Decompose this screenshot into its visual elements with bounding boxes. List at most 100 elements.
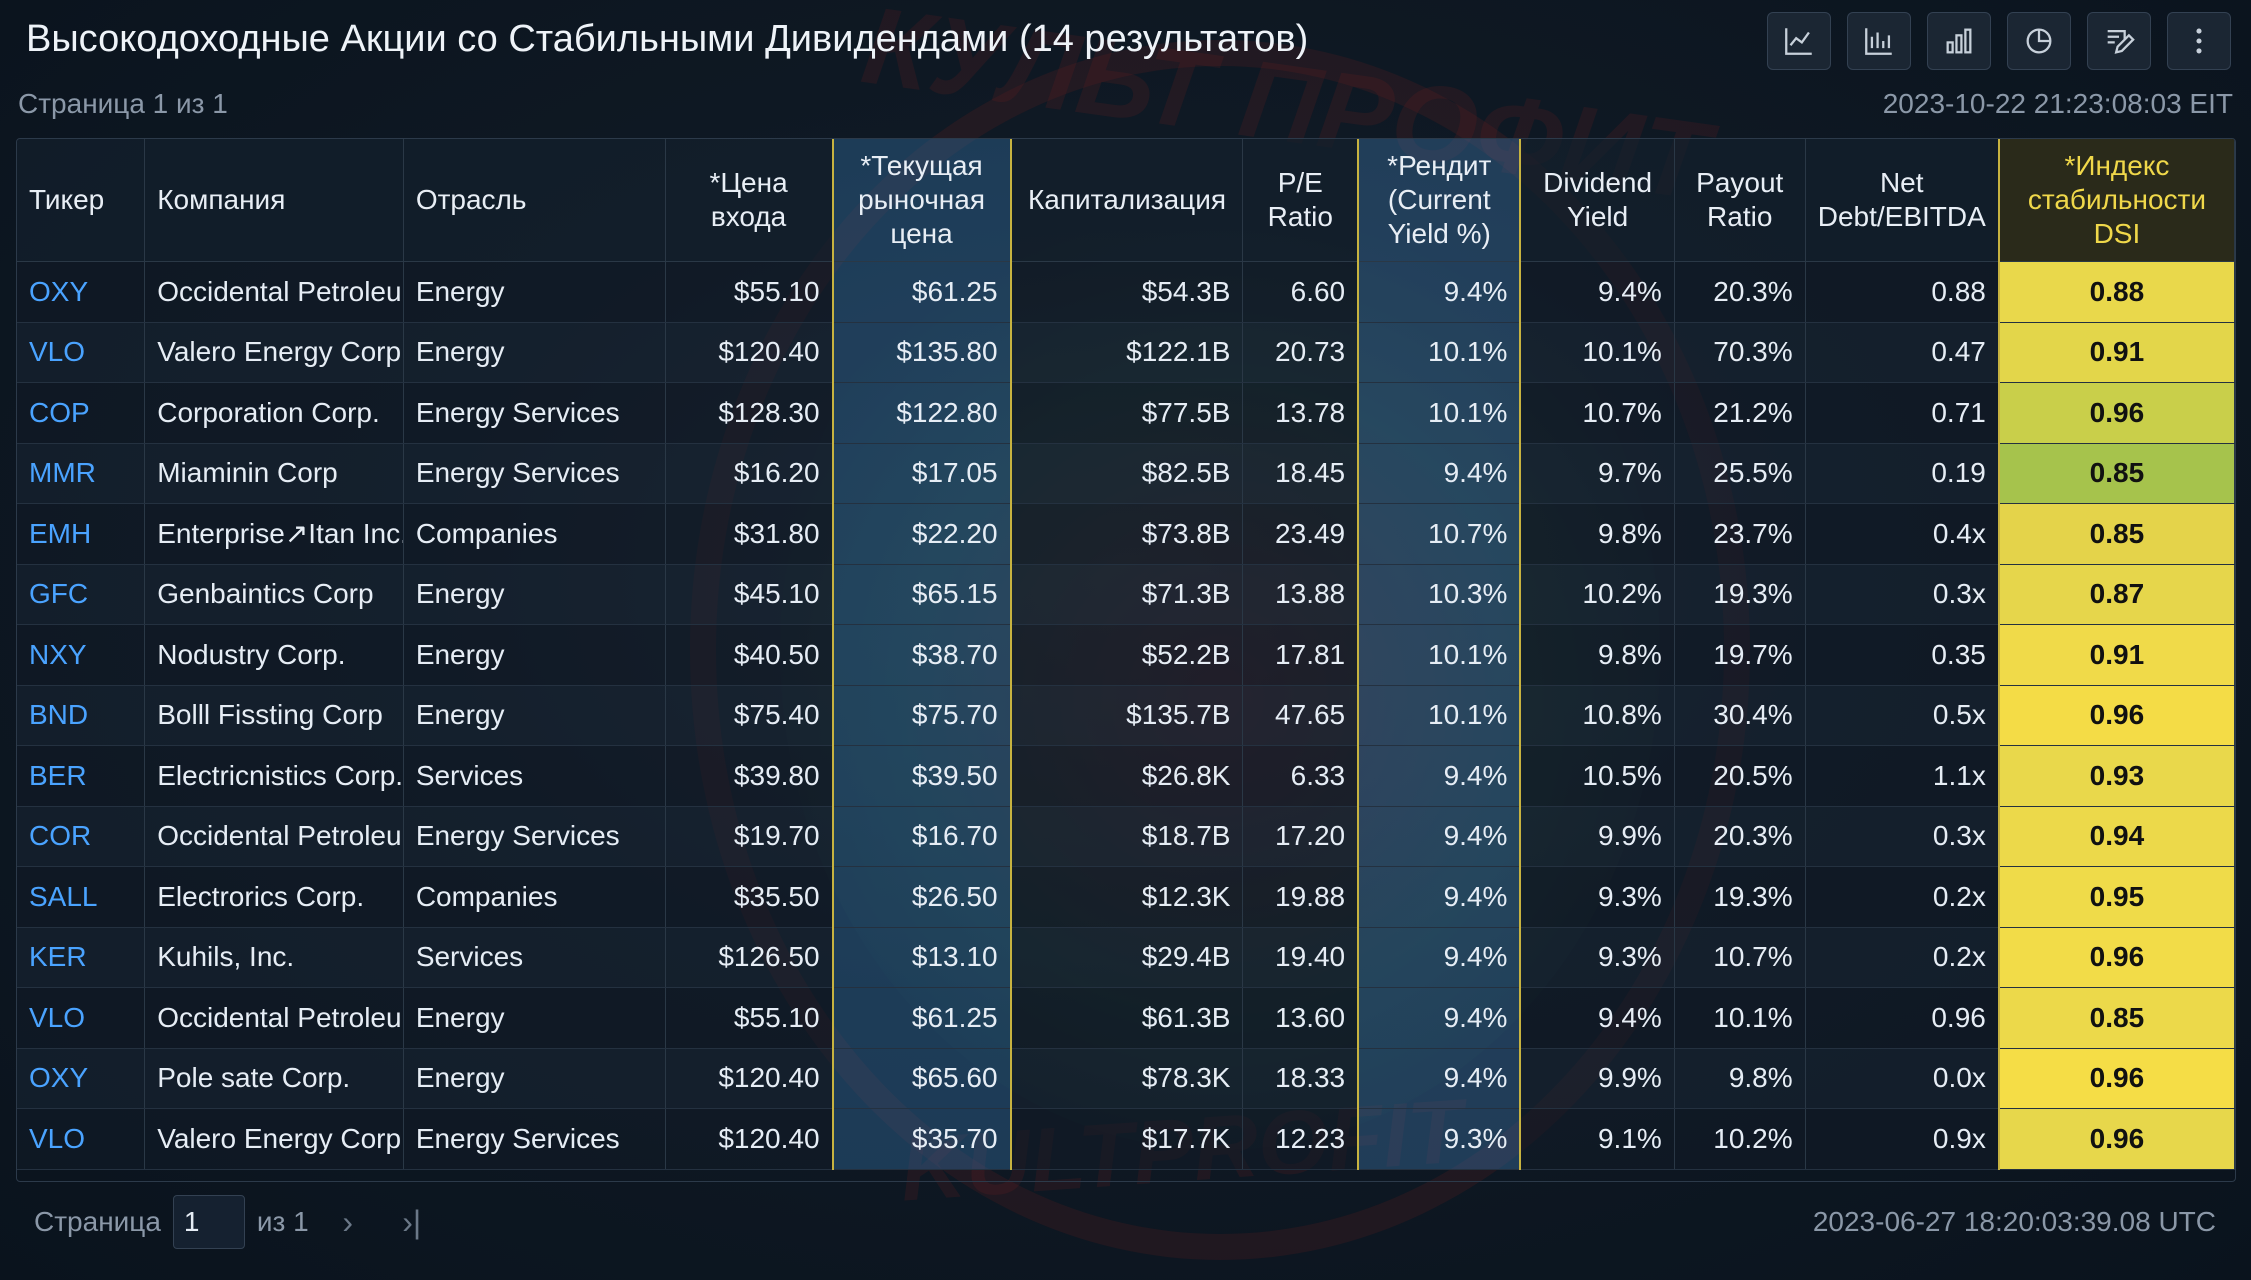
cell-entry-price: $120.40	[665, 322, 834, 383]
cell-entry-price: $31.80	[665, 503, 834, 565]
cell-company: Electrorics Corp.	[144, 866, 404, 928]
cell-ticker[interactable]: BND	[17, 685, 146, 746]
cell-dividend-yield: 9.4%	[1520, 987, 1675, 1049]
table-row[interactable]: COP Corporation Corp. Energy Services $128.…	[17, 382, 2235, 444]
table-row[interactable]: OXY Pole sate Corp. Energy $120.40 $65.60 $78…	[17, 1048, 2235, 1109]
table-row[interactable]: VLO Valero Energy Corp Energy $120.40 $135.8…	[17, 322, 2235, 383]
cell-market-cap: $82.5B	[1010, 443, 1244, 504]
next-page-button[interactable]: ›	[342, 1203, 354, 1240]
table-row[interactable]: VLO Valero Energy Corp Energy Services $120…	[17, 1108, 2235, 1170]
line-chart-icon	[1785, 28, 1812, 55]
cell-payout-ratio: 25.5%	[1674, 443, 1806, 504]
table-row[interactable]: BER Electricnistics Corp. Services $39.80 $3…	[17, 745, 2235, 807]
column-header-current-price[interactable]: *Текущая рыночная цена	[831, 139, 1012, 262]
table-row[interactable]: GFC Genbaintics Corp Energy $45.10 $65.15 $71…	[17, 564, 2235, 625]
column-header-entry-price[interactable]: *Цена входа	[665, 139, 834, 262]
cell-ticker[interactable]: GFC	[17, 564, 146, 625]
bar-chart-button[interactable]	[1847, 12, 1911, 70]
cell-current-yield: 10.7%	[1357, 503, 1522, 565]
cell-ticker[interactable]: SALL	[17, 866, 146, 928]
column-header-sector[interactable]: Отрасль	[403, 139, 666, 262]
cell-sector: Energy	[403, 624, 666, 686]
last-page-button[interactable]: ›|	[402, 1203, 422, 1240]
line-chart-button[interactable]	[1767, 12, 1831, 70]
table-row[interactable]: NXY Nodustry Corp. Energy $40.50 $38.70 $52.2…	[17, 624, 2235, 686]
table-row[interactable]: OXY Occidental Petroleum Energy $55.10 $61.2…	[17, 261, 2235, 323]
cell-ticker[interactable]: OXY	[17, 261, 146, 323]
table-row[interactable]: SALL Electrorics Corp. Companies $35.50 $26.…	[17, 866, 2235, 928]
edit-note-button[interactable]	[2087, 12, 2151, 70]
table-header-row: Тикер Компания Отрасль *Цена входа *Теку…	[17, 139, 2235, 262]
cell-pe-ratio: 6.33	[1242, 745, 1359, 807]
cell-dsi: 0.88	[1997, 261, 2235, 323]
cell-payout-ratio: 23.7%	[1674, 503, 1806, 565]
table-row[interactable]: EMH Enterprise↗Itan Inc. Companies $31.80 $2…	[17, 503, 2235, 565]
cell-ticker[interactable]: OXY	[17, 1048, 146, 1109]
column-header-payout-ratio[interactable]: Payout Ratio	[1674, 139, 1806, 262]
table-row[interactable]: COR Occidental Petroleum Energy Services $1…	[17, 806, 2235, 867]
cell-sector: Companies	[403, 503, 666, 565]
pie-chart-button[interactable]	[2007, 12, 2071, 70]
cell-ticker[interactable]: VLO	[17, 987, 146, 1049]
cell-current-yield: 9.3%	[1357, 1108, 1522, 1170]
cell-pe-ratio: 18.45	[1242, 443, 1359, 504]
cell-ticker[interactable]: KER	[17, 927, 146, 988]
cell-ticker[interactable]: MMR	[17, 443, 146, 504]
cell-net-debt-ebitda: 0.71	[1805, 382, 2000, 444]
cell-ticker[interactable]: COP	[17, 382, 146, 444]
column-chart-icon	[1946, 28, 1972, 54]
cell-dividend-yield: 9.8%	[1520, 503, 1675, 565]
column-header-pe-ratio[interactable]: P/E Ratio	[1242, 139, 1359, 262]
cell-sector: Services	[403, 927, 666, 988]
column-header-ticker[interactable]: Тикер	[17, 139, 146, 262]
cell-current-yield: 10.3%	[1357, 564, 1522, 625]
cell-dsi: 0.95	[1997, 866, 2235, 928]
cell-sector: Energy Services	[403, 443, 666, 504]
page-number-input[interactable]	[172, 1195, 245, 1249]
cell-market-cap: $71.3B	[1010, 564, 1244, 625]
column-header-dividend-yield[interactable]: Dividend Yield	[1520, 139, 1675, 262]
cell-ticker[interactable]: NXY	[17, 624, 146, 686]
cell-market-cap: $73.8B	[1010, 503, 1244, 565]
column-chart-button[interactable]	[1927, 12, 1991, 70]
table-row[interactable]: VLO Occidental Petroleum Energy $55.10 $61.2…	[17, 987, 2235, 1049]
cell-ticker[interactable]: COR	[17, 806, 146, 867]
cell-ticker[interactable]: VLO	[17, 322, 146, 383]
cell-payout-ratio: 19.3%	[1674, 866, 1806, 928]
column-header-net-debt-ebitda[interactable]: Net Debt/EBITDA	[1805, 139, 2000, 262]
column-header-dsi[interactable]: *Индекс стабильности DSI	[1997, 139, 2235, 262]
cell-ticker[interactable]: VLO	[17, 1108, 146, 1170]
cell-ticker[interactable]: EMH	[17, 503, 146, 565]
cell-current-price: $61.25	[831, 261, 1012, 323]
cell-dsi: 0.91	[1997, 624, 2235, 686]
pie-chart-icon	[2026, 28, 2052, 54]
cell-payout-ratio: 19.7%	[1674, 624, 1806, 686]
cell-company: Occidental Petroleum	[144, 261, 404, 323]
cell-market-cap: $54.3B	[1010, 261, 1244, 323]
column-header-market-cap[interactable]: Капитализация	[1010, 139, 1244, 262]
table-row[interactable]: MMR Miaminin Corp Energy Services $16.20 $17…	[17, 443, 2235, 504]
cell-company: Valero Energy Corp	[144, 1108, 404, 1170]
cell-net-debt-ebitda: 1.1x	[1805, 745, 2000, 807]
cell-company: Nodustry Corp.	[144, 624, 404, 686]
cell-entry-price: $120.40	[665, 1108, 834, 1170]
page-title: Высокодоходные Акции со Стабильными Диви…	[26, 18, 1309, 60]
column-header-company[interactable]: Компания	[144, 139, 404, 262]
cell-ticker[interactable]: BER	[17, 745, 146, 807]
cell-sector: Energy	[403, 322, 666, 383]
cell-dividend-yield: 10.2%	[1520, 564, 1675, 625]
cell-sector: Energy	[403, 564, 666, 625]
cell-current-price: $16.70	[831, 806, 1012, 867]
table-row[interactable]: KER Kuhils, Inc. Services $126.50 $13.10 $29.…	[17, 927, 2235, 988]
cell-dividend-yield: 10.8%	[1520, 685, 1675, 746]
column-header-current-yield[interactable]: *Рендит (Current Yield %)	[1357, 139, 1522, 262]
cell-entry-price: $39.80	[665, 745, 834, 807]
cell-current-yield: 10.1%	[1357, 685, 1522, 746]
cell-net-debt-ebitda: 0.9x	[1805, 1108, 2000, 1170]
cell-payout-ratio: 10.2%	[1674, 1108, 1806, 1170]
cell-dsi: 0.96	[1997, 685, 2235, 746]
table-row[interactable]: BND Bolll Fissting Corp Energy $75.40 $75.70…	[17, 685, 2235, 746]
cell-current-price: $17.05	[831, 443, 1012, 504]
more-menu-button[interactable]	[2167, 12, 2231, 70]
cell-entry-price: $19.70	[665, 806, 834, 867]
